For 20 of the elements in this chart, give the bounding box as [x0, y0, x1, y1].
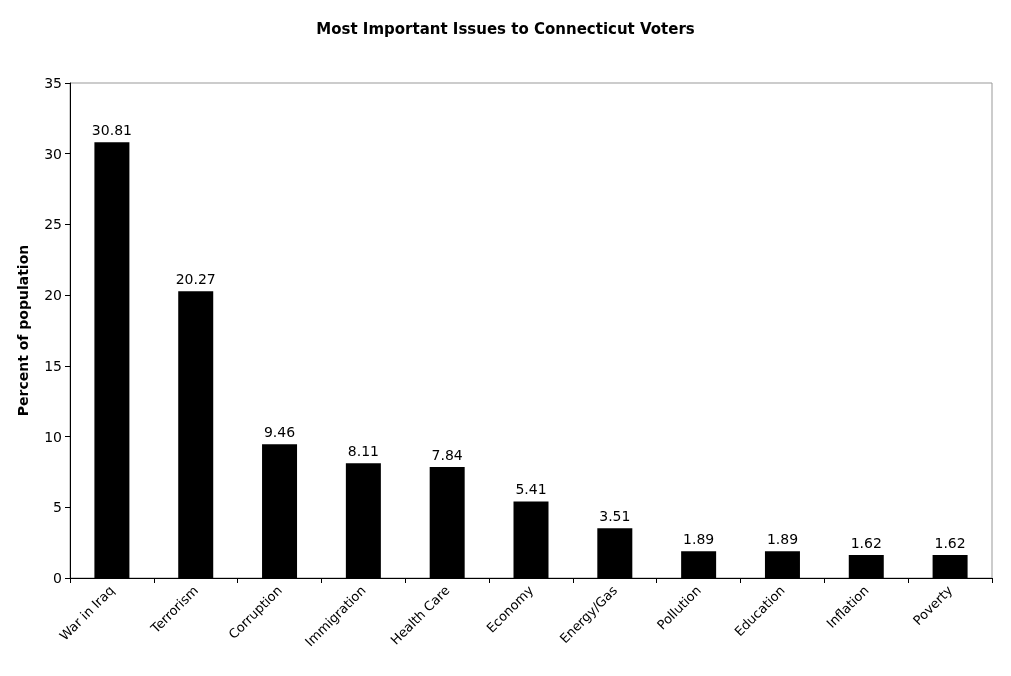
data-label: 8.11 [347, 443, 379, 460]
data-label: 1.62 [934, 535, 966, 552]
data-label: 30.81 [91, 122, 132, 139]
data-label: 1.89 [766, 531, 799, 548]
y-tick-label: 15 [44, 357, 62, 374]
y-tick-label: 35 [44, 75, 62, 91]
y-axis-title: Percent of population [15, 244, 31, 417]
data-label: 20.27 [175, 271, 216, 288]
data-label: 7.84 [431, 447, 463, 464]
data-label: 9.46 [263, 424, 296, 441]
data-label: 5.41 [515, 481, 547, 498]
data-label: 1.89 [683, 531, 715, 548]
y-tick-label: 25 [44, 216, 62, 233]
data-label: 1.62 [850, 535, 882, 552]
y-tick-label: 10 [44, 428, 62, 445]
data-label: 3.51 [599, 508, 631, 525]
chart-title: Most Important Issues to Connecticut Voters [316, 19, 695, 38]
y-tick-label: 20 [44, 287, 62, 304]
y-tick-label: 5 [53, 499, 62, 516]
y-tick-label: 30 [44, 145, 62, 162]
